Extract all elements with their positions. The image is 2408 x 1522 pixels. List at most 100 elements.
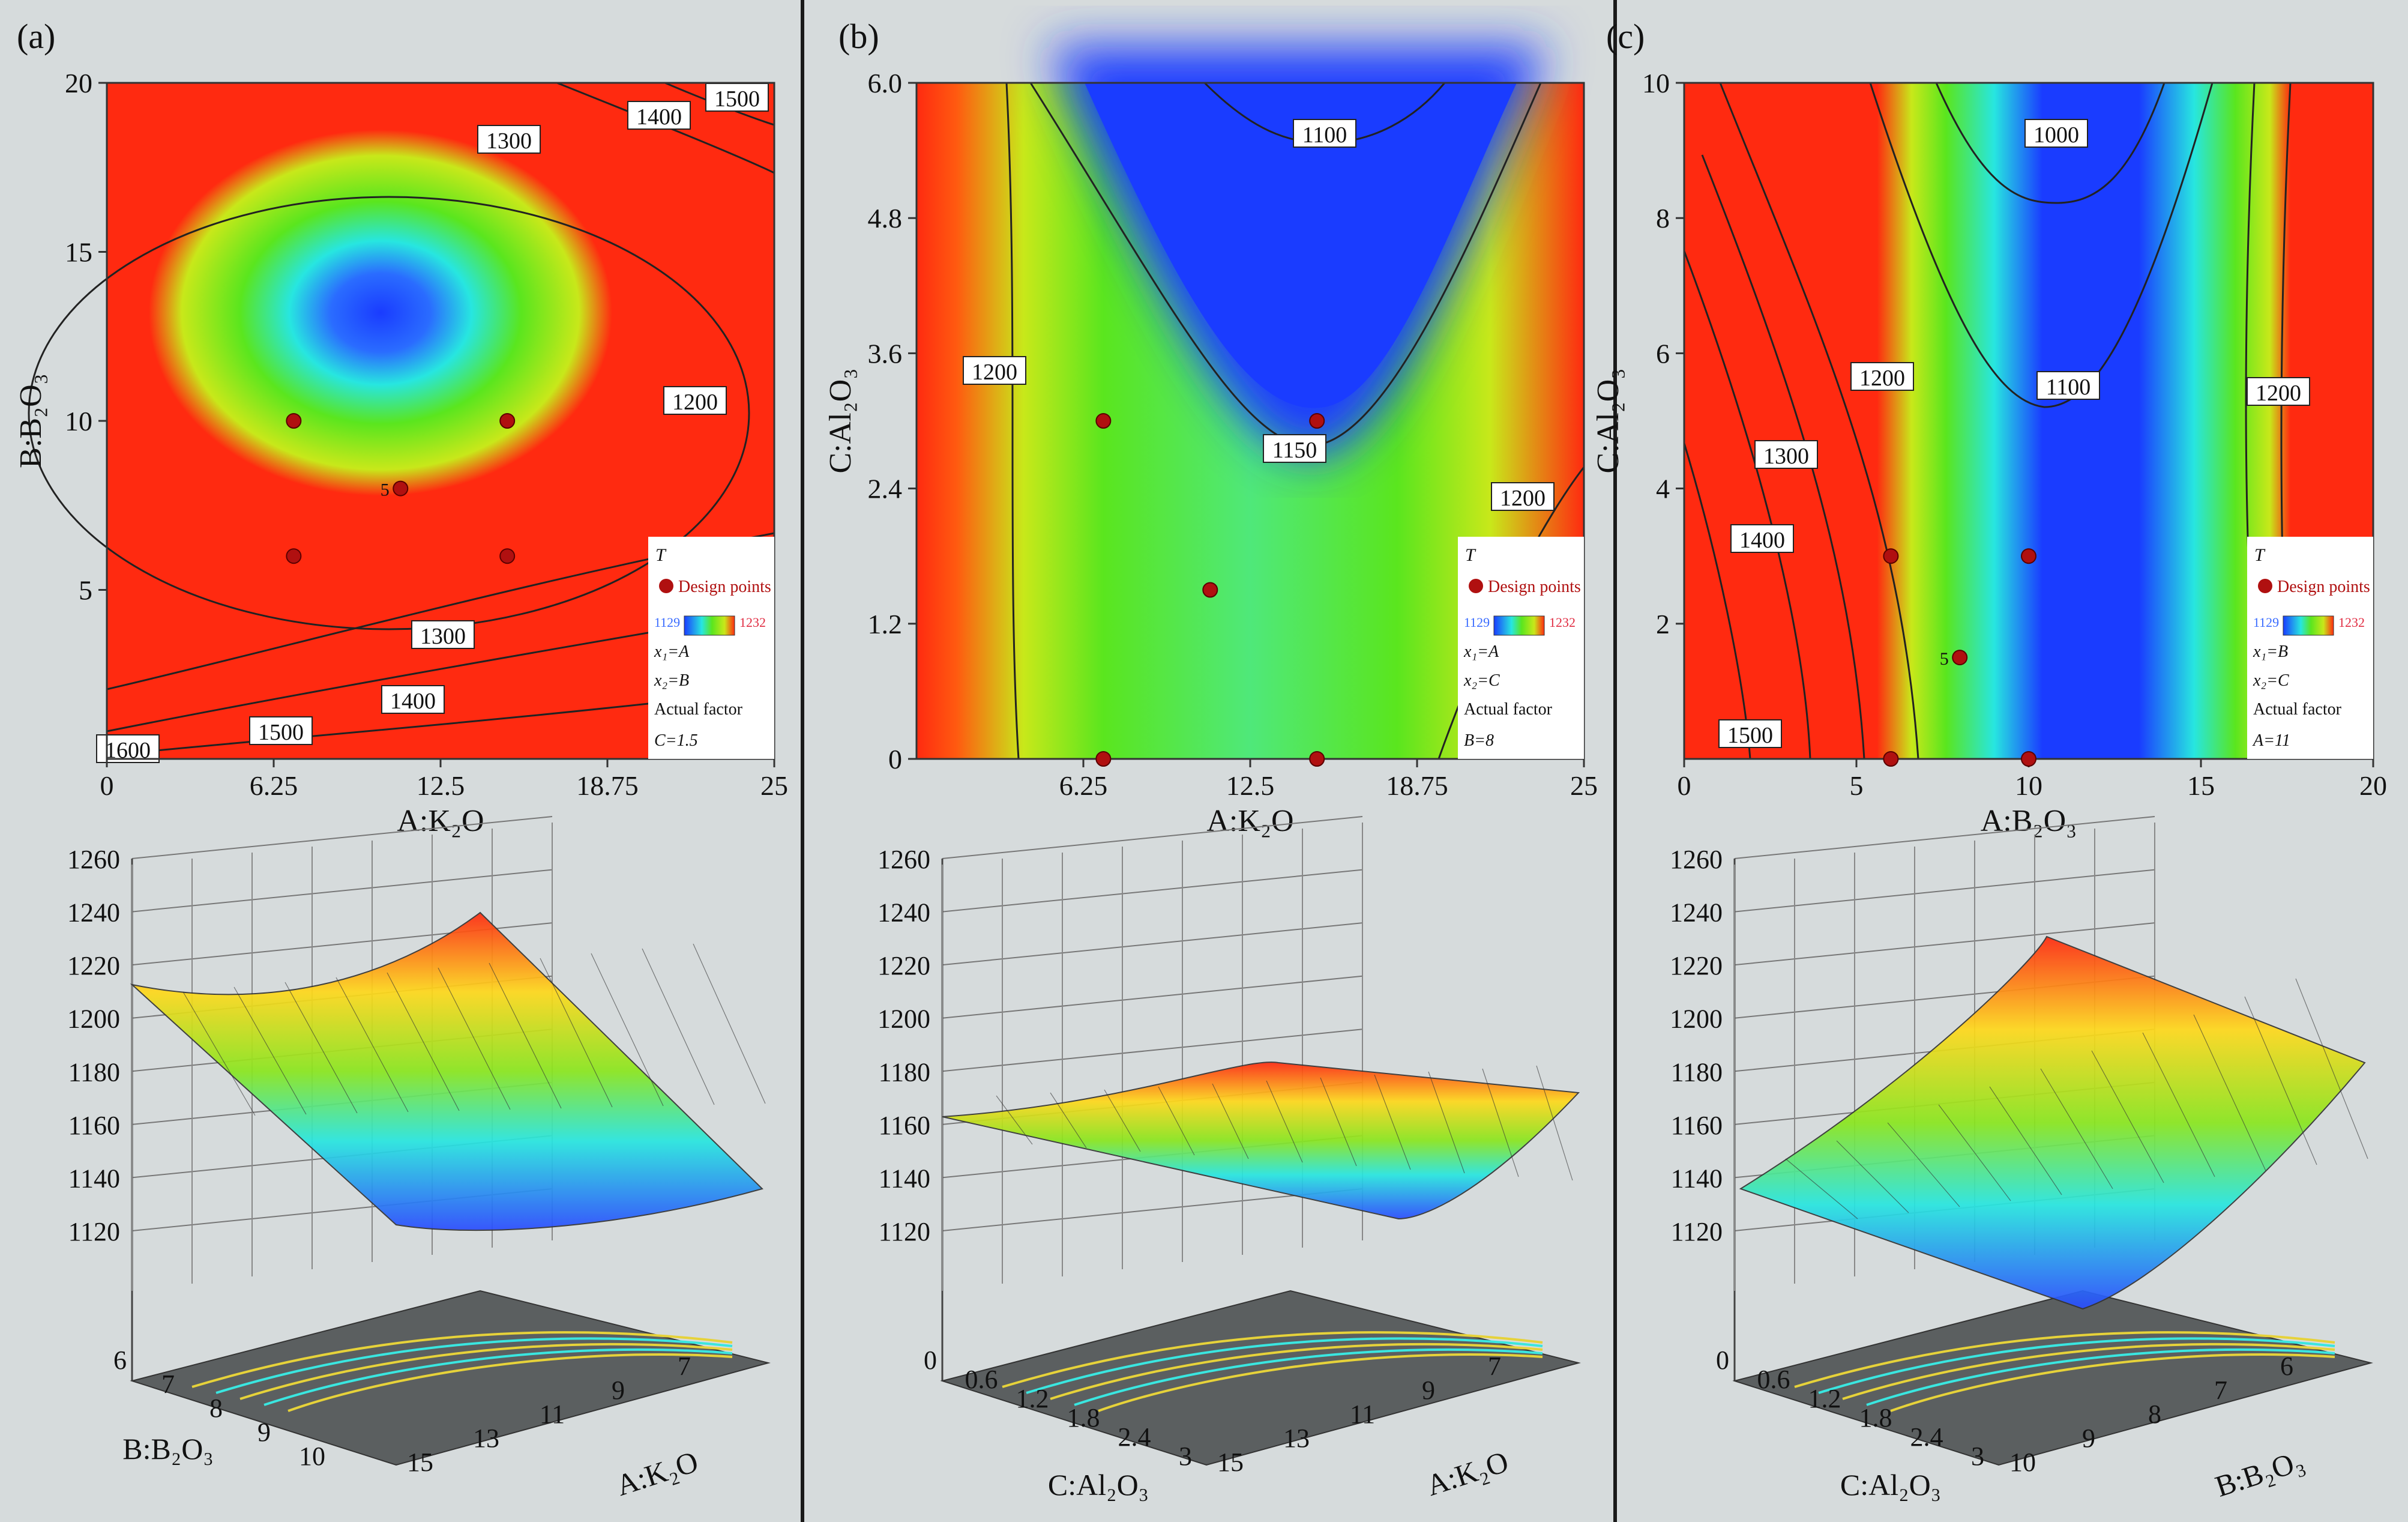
legend-x1: x₁=A — [654, 642, 690, 661]
z-tick-label: 1200 — [67, 1004, 120, 1034]
legend-point-marker — [659, 579, 673, 593]
response-surface — [1739, 935, 2366, 1310]
legend-points-label: Design points — [2277, 578, 2370, 596]
design-point — [499, 413, 516, 429]
axis1-tick-label: 10 — [299, 1442, 325, 1471]
y-tick-label: 6.0 — [868, 68, 903, 98]
design-point — [393, 480, 409, 497]
z-tick-label: 1200 — [1670, 1004, 1723, 1034]
legend-x2: x₂=B — [654, 671, 689, 690]
x-tick-label: 6.25 — [250, 770, 298, 801]
contour-label: 1200 — [1500, 486, 1546, 511]
y-tick-label: 0 — [888, 744, 902, 775]
z-tick-label: 1140 — [1671, 1164, 1723, 1193]
contour-label: 1300 — [486, 128, 532, 154]
floor-contour — [287, 1353, 733, 1412]
z-tick-label: 1220 — [1670, 951, 1723, 980]
z-tick-label: 1240 — [877, 898, 930, 928]
z-grid-line — [942, 869, 1363, 913]
surface-plot: 1120 1140 1160 1180 1200 1220 1240 1260 0 0.6 1.2 1… — [877, 816, 1581, 1502]
legend-point-marker — [2258, 579, 2272, 593]
surface-mesh-line — [284, 982, 358, 1114]
x-tick-label: 12.5 — [1226, 770, 1275, 801]
design-point — [2021, 751, 2036, 767]
axis2-tick-label: 7 — [1488, 1351, 1501, 1381]
panel-label: (c) — [1606, 17, 1645, 56]
contour-label: 1300 — [420, 624, 466, 649]
legend-actual-factor: Actual factor — [1464, 700, 1553, 719]
surface-mesh-line — [642, 948, 715, 1105]
axis2-tick-label: 7 — [678, 1351, 691, 1381]
floor-contour — [1818, 1337, 2335, 1394]
surface-mesh-line — [1836, 1140, 1909, 1213]
floor-contour — [1050, 1343, 1543, 1400]
legend-fixed-factor: C=1.5 — [654, 731, 698, 750]
z-grid-line — [942, 1028, 1363, 1072]
panel-divider — [801, 0, 804, 1522]
surface-mesh-line — [591, 953, 664, 1107]
surface-mesh-line — [1104, 1089, 1141, 1152]
legend-fixed-factor: B=8 — [1464, 731, 1494, 750]
contour-label: 1400 — [1739, 528, 1785, 553]
contour-label-box — [1491, 482, 1555, 511]
design-point — [286, 413, 302, 429]
z-tick-label: 1160 — [1671, 1111, 1723, 1140]
floor-contour — [1890, 1353, 2335, 1412]
contour-label-box — [1293, 119, 1356, 148]
floor-contour — [1074, 1348, 1543, 1406]
z-grid-line — [942, 1188, 1363, 1231]
contour-label-box — [963, 356, 1026, 385]
contour-label: 1400 — [636, 104, 682, 130]
contour-label-box — [1730, 524, 1794, 553]
surface-mesh-line — [182, 991, 256, 1116]
contour-label-box — [2024, 119, 2088, 148]
contour-label-box — [627, 101, 691, 130]
axis1-tick-label: 9 — [257, 1418, 271, 1447]
surface-floor — [940, 1290, 1581, 1466]
surface-mesh-line — [1050, 1092, 1087, 1149]
y-tick-label: 5 — [79, 575, 92, 606]
contour-label-box — [2247, 377, 2310, 406]
surface-mesh-line — [540, 958, 613, 1108]
surface-mesh-line — [2091, 1050, 2164, 1183]
contour-label: 1300 — [1763, 444, 1809, 469]
legend-fixed-factor: A=11 — [2252, 731, 2290, 750]
z-tick-label: 1180 — [1671, 1057, 1723, 1087]
z-tick-label: 1260 — [67, 845, 120, 874]
z-tick-label: 1160 — [879, 1111, 930, 1140]
contour-label-box — [1718, 719, 1782, 748]
y-axis-label: B:B₂O₃ — [14, 373, 48, 468]
contour-line — [1869, 82, 2214, 408]
x-tick-label: 18.75 — [1386, 770, 1448, 801]
legend-x2: x₂=C — [1463, 671, 1500, 690]
z-tick-label: 1200 — [877, 1004, 930, 1034]
legend-actual-factor: Actual factor — [2253, 700, 2342, 719]
legend-x2: x₂=C — [2253, 671, 2289, 690]
y-tick-label: 15 — [65, 237, 92, 268]
contour-line — [28, 196, 750, 630]
surface-mesh-line — [1536, 1065, 1573, 1181]
axis1-tick-label: 0.6 — [965, 1365, 998, 1394]
x-tick-label: 6.25 — [1059, 770, 1108, 801]
axis1-label: C:Al₂O₃ — [1840, 1468, 1941, 1502]
surface-mesh-line — [1158, 1086, 1195, 1156]
legend-range-max: 1232 — [739, 615, 766, 630]
contour-label: 1500 — [1727, 723, 1773, 748]
legend-box — [2247, 537, 2373, 759]
y-tick-label: 4.8 — [868, 203, 903, 234]
design-point — [1309, 751, 1325, 767]
response-surface — [130, 911, 763, 1231]
z-tick-label: 1240 — [1670, 898, 1723, 928]
legend-point-marker — [1469, 579, 1483, 593]
design-point — [1202, 582, 1218, 598]
surface-mesh-line — [2142, 1032, 2215, 1177]
y-tick-label: 3.6 — [868, 338, 903, 369]
z-tick-label: 1260 — [877, 845, 930, 874]
x-axis-label: A:K₂O — [1206, 804, 1293, 838]
design-point — [499, 548, 516, 564]
z-tick-label: 1220 — [877, 951, 930, 980]
z-grid-line — [942, 922, 1363, 966]
surface-mesh-line — [2040, 1068, 2113, 1189]
contour-label-box — [381, 685, 445, 714]
